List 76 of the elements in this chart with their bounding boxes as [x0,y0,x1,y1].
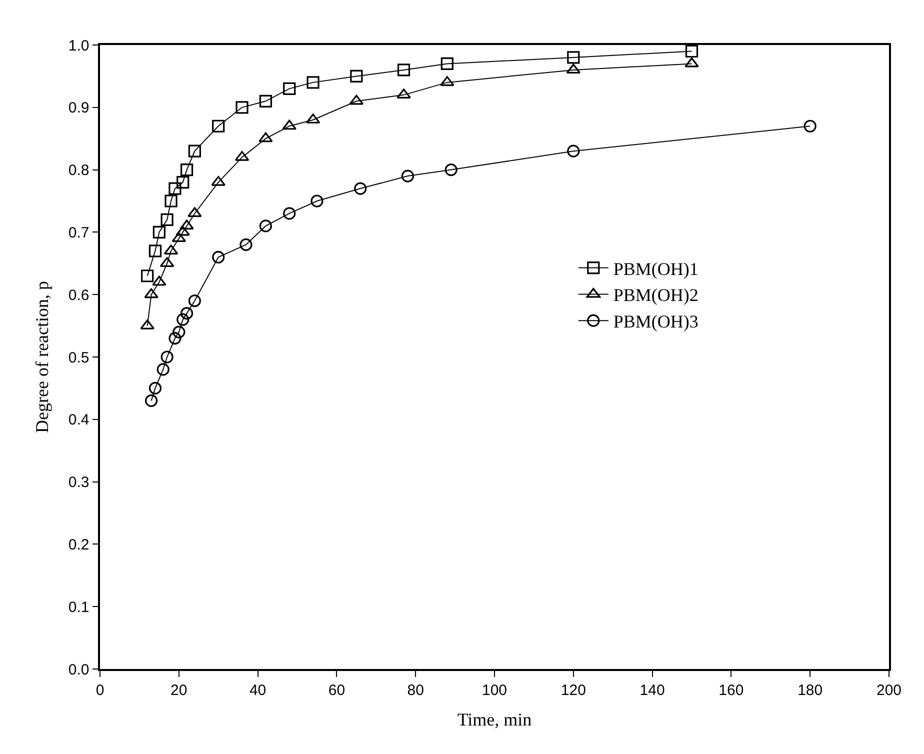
point [180,307,194,320]
point [566,64,581,74]
point [172,326,186,338]
point [148,244,162,258]
point [259,94,272,108]
point [804,120,816,132]
point [259,220,272,232]
point [401,170,414,182]
point [282,120,297,130]
point [188,294,201,308]
y-tick-label: 0.2 [68,536,90,554]
point [152,276,166,286]
point [283,82,296,95]
y-tick-label: 0.9 [68,100,90,117]
point [168,332,182,345]
x-tick-label: 120 [560,682,586,699]
y-tick-label: 0.1 [68,598,90,616]
point [306,76,320,89]
y-tick-label: 0.6 [68,286,90,304]
point [160,213,174,226]
y-tick-label: 0.0 [68,661,90,678]
x-tick-label: 0 [96,682,104,699]
x-tick-label: 180 [798,682,823,699]
x-tick-label: 80 [407,682,424,699]
point [144,394,158,407]
x-tick-label: 100 [482,682,508,699]
point [444,164,458,176]
x-tick-label: 160 [718,682,744,699]
point [144,288,158,298]
point [354,182,367,195]
legend-label: PBM(OH)3 [613,312,698,332]
point [160,350,174,364]
point [141,270,154,282]
point [176,313,190,326]
x-tick-label: 200 [876,682,902,699]
legend-label: PBM(OH)1 [613,258,698,279]
point [212,250,225,264]
point [180,164,194,176]
y-tick-label: 0.7 [68,224,90,242]
point [310,194,324,208]
legend-label: PBM(OH)2 [613,285,698,306]
x-tick-label: 40 [249,682,266,699]
point [164,194,178,208]
x-tick-label: 60 [328,682,346,699]
point [148,382,162,394]
point [156,363,170,376]
point [567,144,580,158]
point [212,120,225,132]
point [188,207,202,218]
point [236,101,248,114]
x-axis-title: Time, min [457,709,532,730]
point [685,45,698,58]
point [258,132,273,142]
y-tick-label: 0.4 [68,412,90,429]
point [349,94,364,105]
point [168,182,182,195]
x-tick-label: 20 [170,682,188,699]
point [176,226,190,236]
y-tick-label: 0.5 [68,349,90,366]
point [211,176,226,186]
y-tick-label: 1.0 [68,37,90,54]
point [176,176,190,189]
point [152,226,166,238]
point [440,57,454,70]
y-tick-label: 0.3 [68,474,90,492]
point [180,220,194,230]
point [188,144,201,158]
y-tick-label: 0.8 [68,162,90,180]
x-tick-label: 140 [640,682,665,699]
point [684,57,699,68]
point [397,64,410,76]
point [567,51,580,64]
point [350,70,363,82]
point [240,238,252,251]
point [283,207,296,220]
y-axis-title: Degree of reaction, p [32,281,52,433]
